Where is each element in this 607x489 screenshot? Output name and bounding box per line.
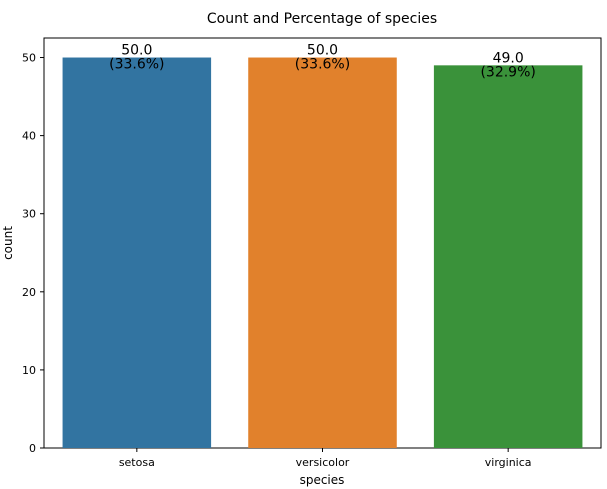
- bar-virginica: [433, 65, 583, 448]
- x-tick-label-versicolor: versicolor: [296, 456, 350, 469]
- x-tick-label-virginica: virginica: [485, 456, 532, 469]
- bar-setosa: [62, 57, 212, 449]
- chart-title: Count and Percentage of species: [207, 11, 437, 27]
- x-axis: setosa versicolor virginica: [119, 448, 532, 469]
- x-tick-label-setosa: setosa: [119, 456, 155, 469]
- bar-value-label-setosa: 50.0: [121, 43, 152, 59]
- bar-value-label-versicolor: 50.0: [307, 43, 338, 59]
- bar-percent-label-virginica: (32.9%): [480, 64, 535, 80]
- y-tick-label-30: 30: [22, 208, 36, 221]
- y-axis-label: count: [1, 226, 15, 260]
- y-tick-label-0: 0: [29, 442, 36, 455]
- bar-versicolor: [248, 57, 397, 449]
- y-tick-label-40: 40: [22, 130, 36, 143]
- bars: [62, 57, 583, 449]
- bar-labels: 50.0(33.6%)50.0(33.6%) 49.0(32.9%): [109, 43, 536, 81]
- bar-percent-label-setosa: (33.6%): [109, 57, 164, 73]
- y-axis: 0 10 20 30 40 50: [22, 52, 44, 455]
- y-tick-label-10: 10: [22, 364, 36, 377]
- bar-value-label-virginica: 49.0: [493, 50, 524, 66]
- bar-percent-label-versicolor: (33.6%): [295, 57, 350, 73]
- y-tick-label-50: 50: [22, 52, 36, 65]
- x-axis-label: species: [300, 473, 345, 487]
- y-tick-label-20: 20: [22, 286, 36, 299]
